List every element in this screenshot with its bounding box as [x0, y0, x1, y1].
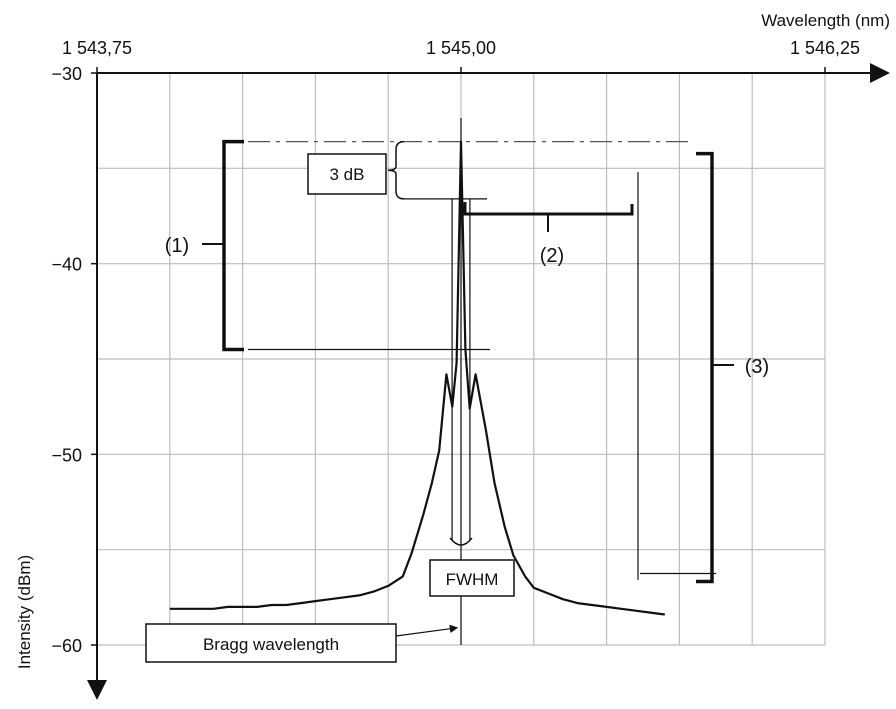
x-tick-label: 1 545,00 — [426, 38, 496, 58]
annotations — [145, 118, 734, 663]
bragg-box — [145, 623, 397, 663]
y-axis-title: Intensity (dBm) — [15, 555, 34, 669]
bracket-3 — [696, 151, 714, 584]
text-layer: 1 543,75 1 545,00 1 546,25 −30 −40 −50 −60 Wave… — [15, 11, 890, 669]
bragg-arrow — [395, 624, 459, 637]
fwhm-label: FWHM — [446, 570, 499, 589]
label-3: (3) — [745, 356, 769, 378]
x-tick-label: 1 546,25 — [790, 38, 860, 58]
x-tick-label: 1 543,75 — [62, 38, 132, 58]
spectrum-line — [169, 140, 665, 616]
y-tick-label: −50 — [51, 445, 82, 465]
axes — [87, 63, 890, 700]
brace-3db — [387, 140, 405, 200]
series-layer — [169, 140, 665, 616]
y-tick-label: −30 — [51, 64, 82, 84]
label-1: (1) — [165, 235, 189, 257]
bracket-1 — [222, 139, 244, 352]
label-2: (2) — [540, 245, 564, 267]
bragg-label: Bragg wavelength — [203, 635, 339, 654]
y-tick-label: −40 — [51, 255, 82, 275]
three-db-label: 3 dB — [330, 165, 365, 184]
three-db-box — [307, 153, 387, 195]
y-tick-label: −60 — [51, 636, 82, 656]
fwhm-brace — [449, 537, 473, 546]
x-axis-title: Wavelength (nm) — [761, 11, 890, 30]
fwhm-box — [429, 559, 515, 597]
